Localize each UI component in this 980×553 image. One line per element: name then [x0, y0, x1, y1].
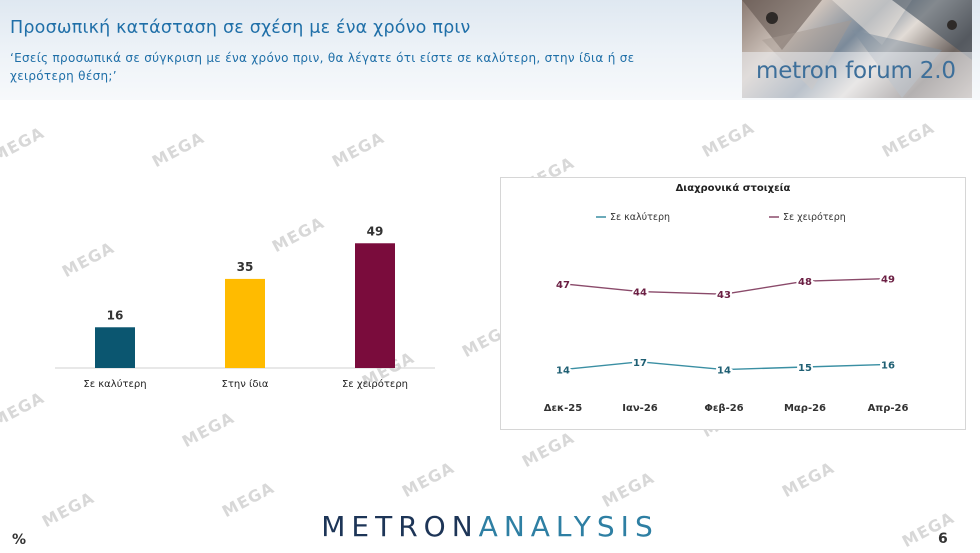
bar-value-label: 49: [367, 224, 384, 238]
bar-value-label: 35: [237, 260, 254, 274]
series-line: [562, 277, 889, 295]
watermark-text: MEGA: [698, 117, 758, 162]
brand-analysis: ANALYSIS: [478, 510, 659, 543]
watermark-text: MEGA: [518, 427, 578, 472]
bar-category-label: Σε καλύτερη: [83, 378, 146, 390]
percent-symbol: %: [12, 532, 27, 548]
data-label: 15: [798, 363, 812, 374]
watermark-text: MEGA: [778, 457, 838, 502]
trend-chart-panel: Διαχρονικά στοιχεία Σε καλύτερη Σε χειρότ…: [500, 177, 966, 430]
logo-text: metron forum 2.0: [756, 58, 956, 84]
page-subtitle: ‘Εσείς προσωπικά σε σύγκριση με ένα χρόν…: [10, 51, 635, 83]
metron-forum-logo: metron forum 2.0: [742, 0, 972, 98]
watermark-text: MEGA: [328, 127, 388, 172]
logo-background-shapes: [742, 0, 972, 98]
page-number: 6: [938, 531, 948, 547]
line-chart-title: Διαχρονικά στοιχεία: [676, 182, 791, 194]
x-tick-label: Μαρ-26: [784, 403, 826, 414]
bar-1: [95, 327, 135, 368]
watermark-text: MEGA: [398, 457, 458, 502]
legend-label: Σε καλύτερη: [610, 212, 670, 223]
bar-value-label: 16: [107, 308, 124, 322]
x-tick-label: Ιαν-26: [622, 403, 658, 414]
line-chart: Διαχρονικά στοιχεία Σε καλύτερη Σε χειρότ…: [544, 182, 909, 414]
watermark-text: MEGA: [178, 407, 238, 452]
series-line: [562, 361, 889, 371]
data-label: 14: [556, 366, 570, 377]
data-label: 16: [881, 360, 895, 371]
bar-category-label: Σε χειρότερη: [342, 378, 408, 390]
x-tick-label: Φεβ-26: [704, 403, 743, 414]
data-label: 44: [633, 288, 647, 299]
watermark-text: MEGA: [148, 127, 208, 172]
data-label: 14: [717, 366, 731, 377]
watermark-text: MEGA: [0, 387, 48, 432]
header-bar: Προσωπική κατάσταση σε σχέση με ένα χρόν…: [0, 0, 980, 100]
data-label: 48: [798, 277, 812, 288]
brand-metron: METRON: [321, 510, 479, 543]
data-label: 17: [633, 358, 647, 369]
bar-3: [355, 243, 395, 368]
page-title: Προσωπική κατάσταση σε σχέση με ένα χρόν…: [10, 18, 471, 38]
data-label: 47: [556, 280, 570, 291]
watermark-text: MEGA: [878, 117, 938, 162]
metron-analysis-brand: METRONANALYSIS: [0, 510, 980, 543]
legend-label: Σε χειρότερη: [783, 212, 846, 223]
bar-chart: 16 Σε καλύτερη 35 Στην ίδια 49 Σε χειρότερη: [55, 224, 435, 390]
x-tick-label: Απρ-26: [868, 403, 909, 414]
bar-2: [225, 278, 265, 368]
x-tick-label: Δεκ-25: [544, 403, 583, 414]
data-label: 49: [881, 275, 895, 286]
bar-category-label: Στην ίδια: [222, 378, 269, 390]
watermark-text: MEGA: [0, 122, 48, 167]
watermark-text: MEGA: [598, 467, 658, 512]
data-label: 43: [717, 290, 731, 301]
